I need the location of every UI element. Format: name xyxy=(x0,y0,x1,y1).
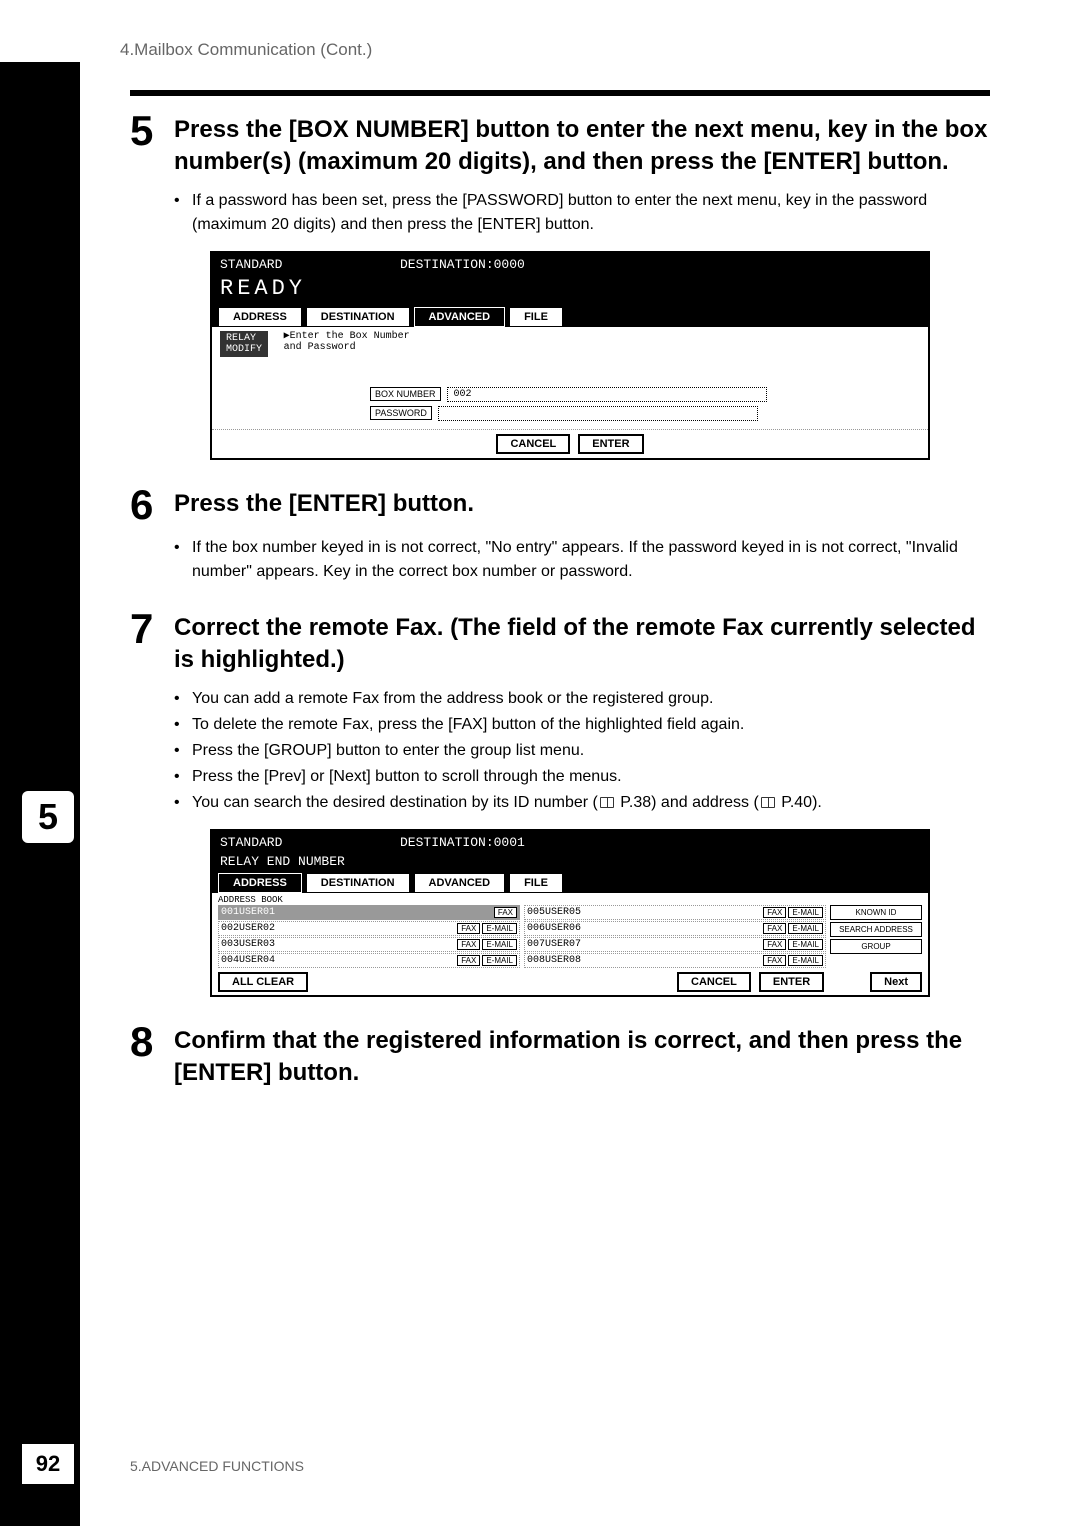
step7-b4: Press the [Prev] or [Next] button to scr… xyxy=(192,765,622,789)
fax-button[interactable]: FAX xyxy=(763,939,786,950)
tab-destination[interactable]: DESTINATION xyxy=(306,873,410,893)
address-row[interactable]: 004USER04FAXE-MAIL xyxy=(218,953,520,968)
password-button[interactable]: PASSWORD xyxy=(370,406,432,420)
page-number-box: 92 xyxy=(22,1444,74,1484)
screen1-standard: STANDARD xyxy=(220,257,400,272)
email-button[interactable]: E-MAIL xyxy=(788,939,823,950)
address-name: 008USER08 xyxy=(527,955,761,966)
step-number: 7 xyxy=(130,608,164,650)
tab-address[interactable]: ADDRESS xyxy=(218,873,302,893)
email-button[interactable]: E-MAIL xyxy=(788,923,823,934)
fax-button[interactable]: FAX xyxy=(494,907,517,918)
step-title: Press the [BOX NUMBER] button to enter t… xyxy=(174,114,990,179)
address-row[interactable]: 002USER02FAXE-MAIL xyxy=(218,921,520,936)
step-title: Confirm that the registered information … xyxy=(174,1025,990,1090)
screenshot-box-number: STANDARD DESTINATION:0000 READY ADDRESS … xyxy=(210,251,930,460)
page-number: 92 xyxy=(36,1451,60,1477)
step-8: 8 Confirm that the registered informatio… xyxy=(130,1021,990,1090)
address-name: 002USER02 xyxy=(221,923,455,934)
fax-button[interactable]: FAX xyxy=(763,907,786,918)
all-clear-button[interactable]: ALL CLEAR xyxy=(218,972,308,992)
step7-b5: You can search the desired destination b… xyxy=(192,791,822,815)
address-name: 001USER01 xyxy=(221,907,492,918)
step6-bullet: If the box number keyed in is not correc… xyxy=(192,536,990,584)
screen2-cancel-button[interactable]: CANCEL xyxy=(677,972,751,992)
page-indicator: 1/125 xyxy=(832,976,862,987)
tab-destination[interactable]: DESTINATION xyxy=(306,307,410,327)
left-column: 5 92 xyxy=(0,62,80,1526)
box-number-field[interactable]: 002 xyxy=(447,387,767,402)
tab-file[interactable]: FILE xyxy=(509,307,563,327)
step-number: 6 xyxy=(130,484,164,526)
email-button[interactable]: E-MAIL xyxy=(788,955,823,966)
email-button[interactable]: E-MAIL xyxy=(482,955,517,966)
address-row[interactable]: 003USER03FAXE-MAIL xyxy=(218,937,520,952)
search-address-button[interactable]: SEARCH ADDRESS xyxy=(830,922,922,937)
address-name: 005USER05 xyxy=(527,907,761,918)
step7-b3: Press the [GROUP] button to enter the gr… xyxy=(192,739,584,763)
book-icon xyxy=(761,797,775,808)
address-row[interactable]: 001USER01FAX xyxy=(218,905,520,920)
address-row[interactable]: 006USER06FAXE-MAIL xyxy=(524,921,826,936)
step7-b2: To delete the remote Fax, press the [FAX… xyxy=(192,713,744,737)
step-7: 7 Correct the remote Fax. (The field of … xyxy=(130,608,990,997)
footer-text: 5.ADVANCED FUNCTIONS xyxy=(130,1458,304,1474)
email-button[interactable]: E-MAIL xyxy=(482,939,517,950)
screenshot-address-book: STANDARD DESTINATION:0001 RELAY END NUMB… xyxy=(210,829,930,997)
fax-button[interactable]: FAX xyxy=(457,939,480,950)
password-field[interactable] xyxy=(438,406,758,421)
address-name: 007USER07 xyxy=(527,939,761,950)
screen2-subheader: RELAY END NUMBER xyxy=(212,854,928,873)
email-button[interactable]: E-MAIL xyxy=(482,923,517,934)
tab-advanced[interactable]: ADVANCED xyxy=(414,307,506,327)
screen2-enter-button[interactable]: ENTER xyxy=(759,972,824,992)
tab-advanced[interactable]: ADVANCED xyxy=(414,873,506,893)
address-row[interactable]: 007USER07FAXE-MAIL xyxy=(524,937,826,952)
address-row[interactable]: 005USER05FAXE-MAIL xyxy=(524,905,826,920)
screen2-destination: DESTINATION:0001 xyxy=(400,835,920,850)
chapter-badge: 5 xyxy=(22,791,74,843)
email-button[interactable]: E-MAIL xyxy=(788,907,823,918)
divider xyxy=(130,90,990,96)
chapter-number: 5 xyxy=(38,796,58,838)
book-icon xyxy=(600,797,614,808)
fax-button[interactable]: FAX xyxy=(457,955,480,966)
step-number: 5 xyxy=(130,110,164,152)
step5-bullet: If a password has been set, press the [P… xyxy=(192,189,990,237)
screen2-tabs: ADDRESS DESTINATION ADVANCED FILE xyxy=(212,873,928,893)
address-name: 003USER03 xyxy=(221,939,455,950)
step-5: 5 Press the [BOX NUMBER] button to enter… xyxy=(130,110,990,460)
step-title: Correct the remote Fax. (The field of th… xyxy=(174,612,990,677)
screen1-destination: DESTINATION:0000 xyxy=(400,257,920,272)
step-number: 8 xyxy=(130,1021,164,1063)
address-name: 006USER06 xyxy=(527,923,761,934)
screen1-enter-button[interactable]: ENTER xyxy=(578,434,643,454)
known-id-button[interactable]: KNOWN ID xyxy=(830,905,922,920)
address-name: 004USER04 xyxy=(221,955,455,966)
screen1-tabs: ADDRESS DESTINATION ADVANCED FILE xyxy=(212,307,928,327)
tab-address[interactable]: ADDRESS xyxy=(218,307,302,327)
breadcrumb: 4.Mailbox Communication (Cont.) xyxy=(120,40,960,60)
step-6: 6 Press the [ENTER] button. If the box n… xyxy=(130,484,990,584)
screen1-ready: READY xyxy=(212,276,928,307)
screen1-cancel-button[interactable]: CANCEL xyxy=(496,434,570,454)
step7-b1: You can add a remote Fax from the addres… xyxy=(192,687,714,711)
fax-button[interactable]: FAX xyxy=(457,923,480,934)
next-button[interactable]: Next xyxy=(870,972,922,992)
address-book-label: ADDRESS BOOK xyxy=(218,895,922,905)
group-button[interactable]: GROUP xyxy=(830,939,922,954)
tab-file[interactable]: FILE xyxy=(509,873,563,893)
address-row[interactable]: 008USER08FAXE-MAIL xyxy=(524,953,826,968)
box-number-button[interactable]: BOX NUMBER xyxy=(370,387,441,401)
screen2-standard: STANDARD xyxy=(220,835,400,850)
screen1-hint: ▶Enter the Box Number and Password xyxy=(284,331,410,353)
fax-button[interactable]: FAX xyxy=(763,923,786,934)
fax-button[interactable]: FAX xyxy=(763,955,786,966)
step-title: Press the [ENTER] button. xyxy=(174,488,990,520)
relay-modify-label: RELAY MODIFY xyxy=(220,331,268,357)
